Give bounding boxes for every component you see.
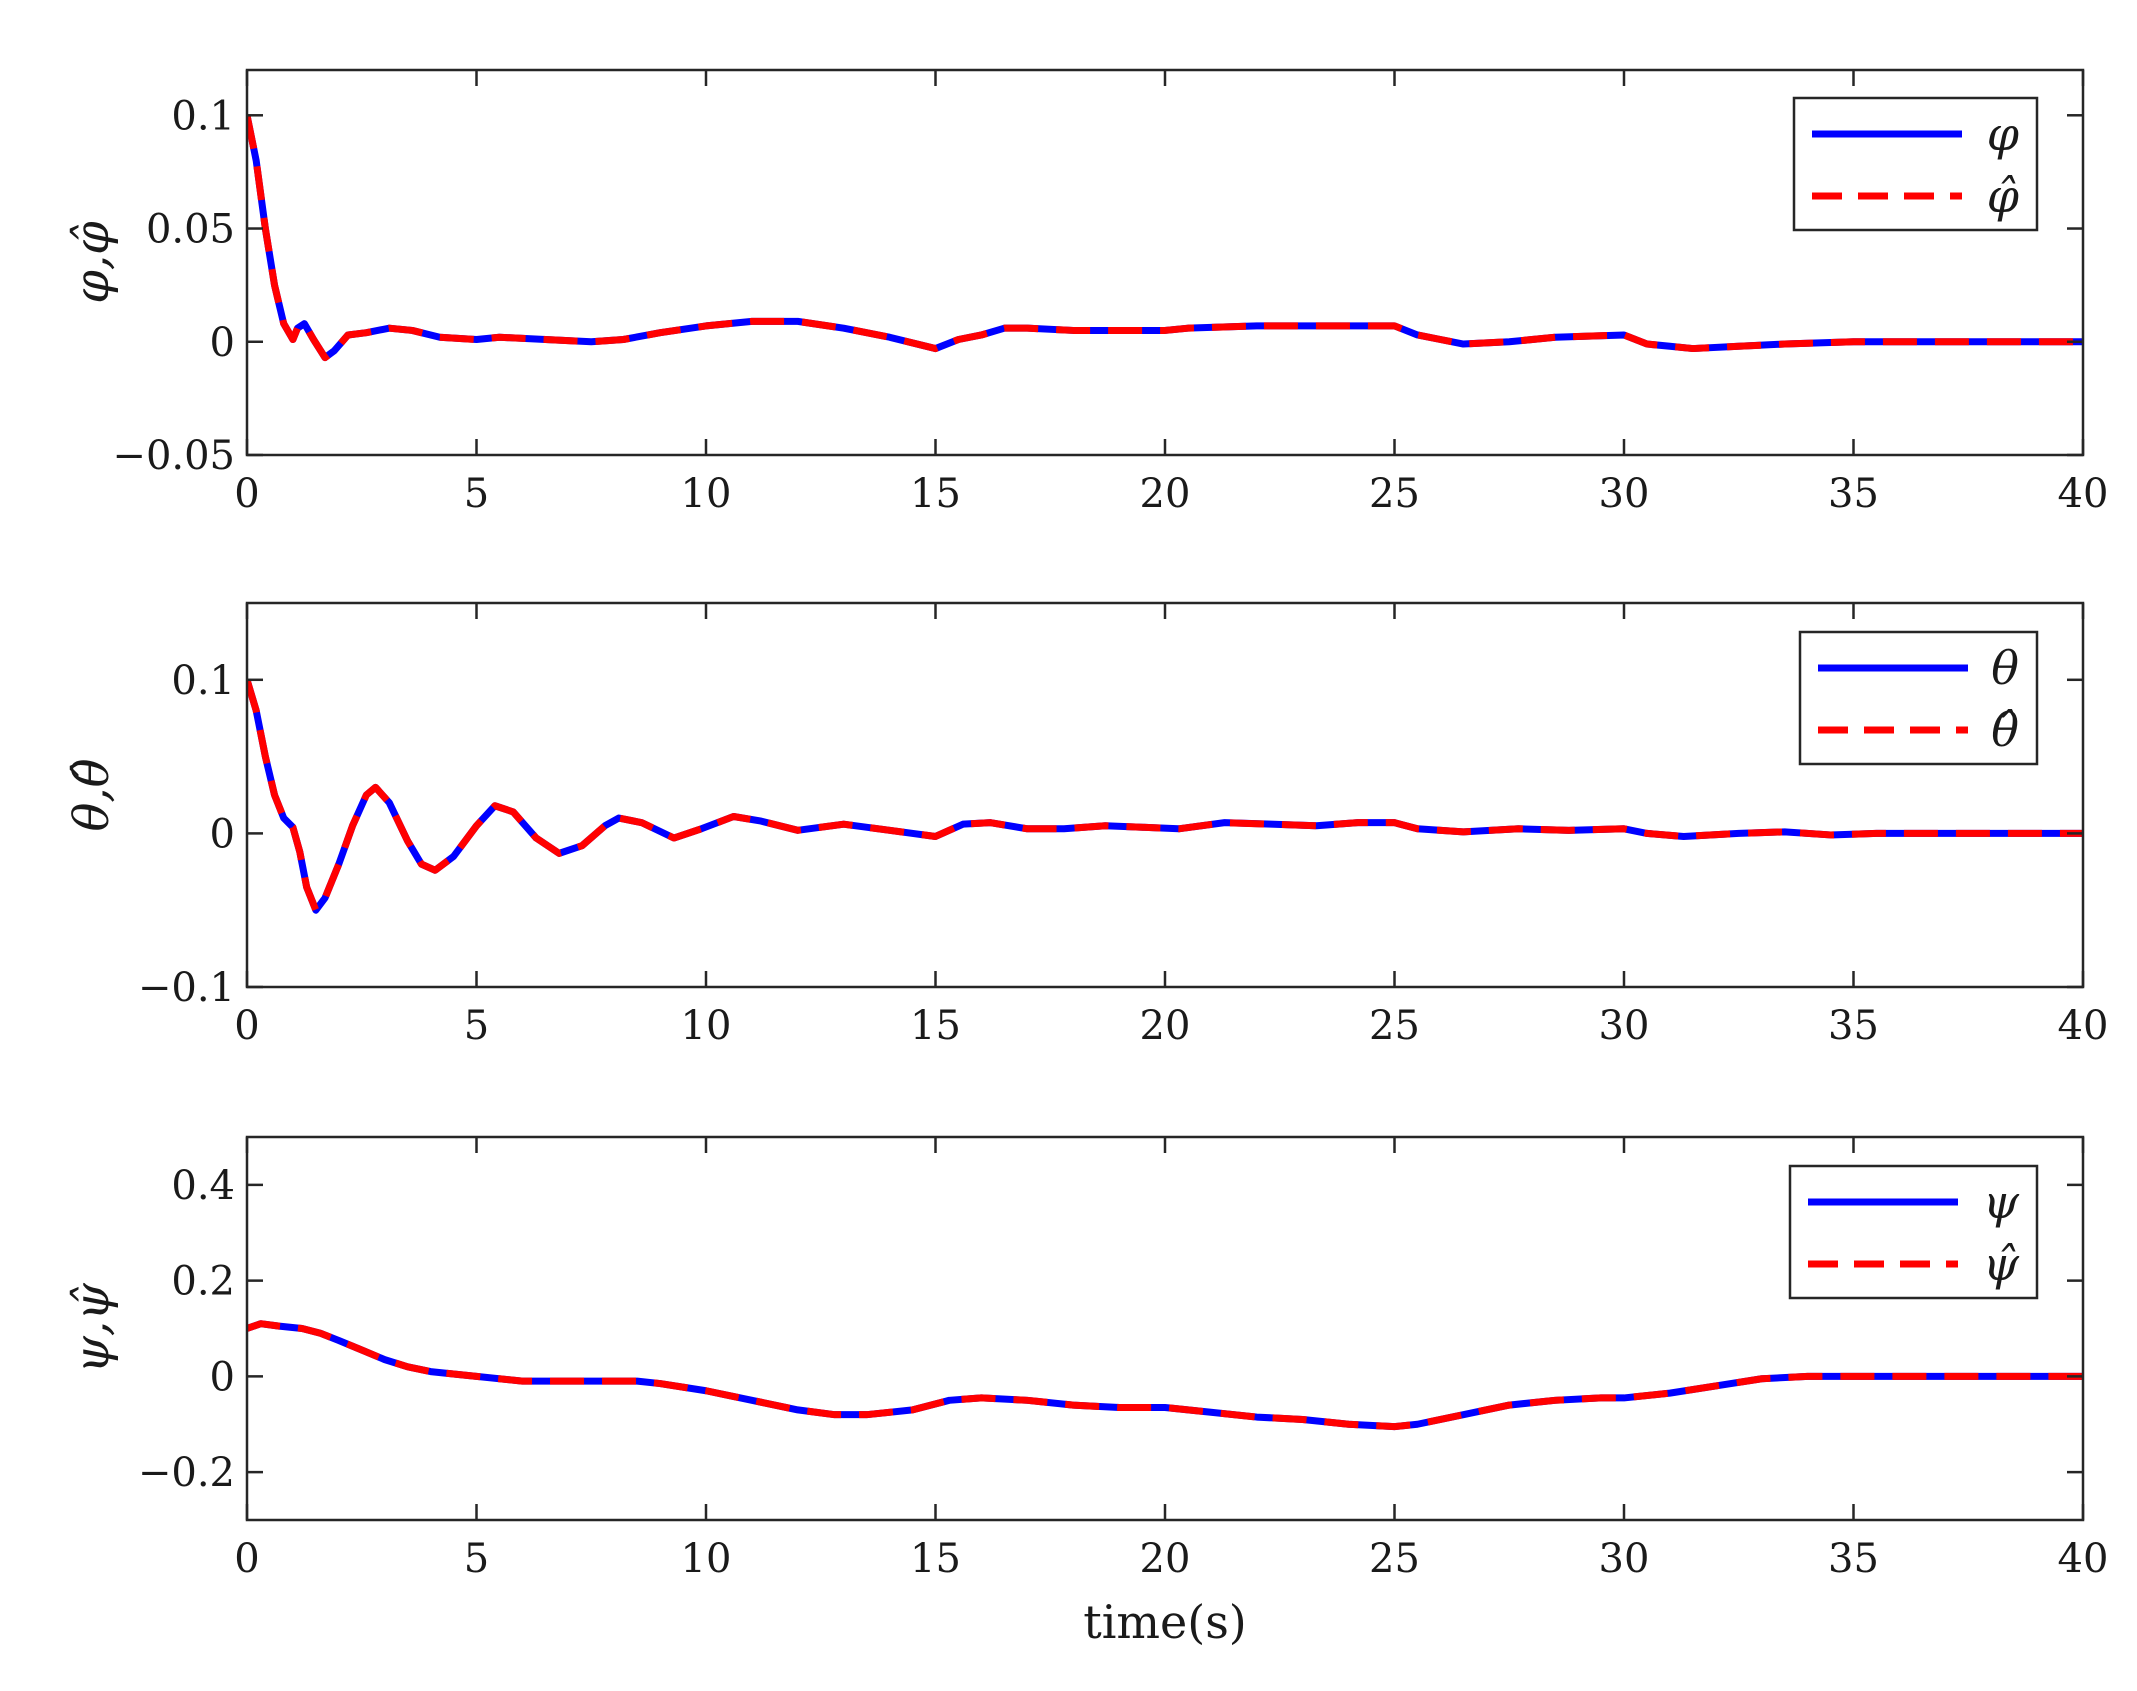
y-tick-label: 0.1 bbox=[171, 93, 235, 139]
x-tick-label: 15 bbox=[910, 1536, 961, 1582]
legend-label-estimate: φ̂ bbox=[1987, 169, 2020, 223]
x-tick-label: 10 bbox=[681, 1003, 732, 1049]
y-tick-label: −0.2 bbox=[138, 1450, 235, 1496]
x-tick-label: 40 bbox=[2058, 471, 2109, 517]
legend-box bbox=[1792, 96, 2039, 232]
x-tick-label: 10 bbox=[681, 471, 732, 517]
x-tick-label: 30 bbox=[1599, 1003, 1650, 1049]
series-line-estimate bbox=[247, 678, 2083, 914]
x-tick-label: 25 bbox=[1369, 1003, 1420, 1049]
y-tick-label: 0.2 bbox=[171, 1259, 235, 1305]
x-tick-label: 5 bbox=[464, 471, 489, 517]
x-tick-label: 15 bbox=[910, 471, 961, 517]
series-line-estimate bbox=[247, 114, 2083, 362]
x-tick-label: 20 bbox=[1140, 1003, 1191, 1049]
x-tick-label: 25 bbox=[1369, 471, 1420, 517]
legend-label-true: ψ bbox=[1983, 1175, 2020, 1229]
series-group bbox=[247, 114, 2083, 362]
x-tick-label: 35 bbox=[1828, 1003, 1879, 1049]
y-tick-label: 0.4 bbox=[171, 1163, 235, 1209]
x-tick-label: 15 bbox=[910, 1003, 961, 1049]
y-axis-label: φ,φ̂ bbox=[64, 221, 120, 304]
x-tick-label: 30 bbox=[1599, 1536, 1650, 1582]
series-group bbox=[247, 1320, 2083, 1431]
x-tick-label: 0 bbox=[234, 1003, 259, 1049]
x-axis-label: time(s) bbox=[1083, 1595, 1247, 1649]
legend-box bbox=[1788, 1164, 2039, 1300]
legend-box bbox=[1798, 630, 2039, 766]
x-tick-label: 40 bbox=[2058, 1003, 2109, 1049]
series-group bbox=[247, 678, 2083, 914]
y-tick-label: −0.05 bbox=[112, 433, 235, 479]
y-axis-label: ψ,ψ̂ bbox=[64, 1282, 120, 1374]
legend: ψ ψ̂ bbox=[1788, 1164, 2039, 1300]
subplot-3: 0 5 10 15 20 25 30 35 40 −0.2 0 0.2 0.4 ψ,ψ̂ time(s) ψψ… bbox=[64, 1135, 2109, 1649]
y-tick-label: −0.1 bbox=[138, 965, 235, 1011]
subplot-2: 0 5 10 15 20 25 30 35 40−0.100.1θ,θ̂θθ̂ bbox=[64, 601, 2109, 1049]
x-tick-label: 10 bbox=[681, 1536, 732, 1582]
legend-label-estimate: θ̂ bbox=[1991, 703, 2019, 757]
y-tick-label: 0.05 bbox=[146, 207, 235, 253]
x-tick-label: 30 bbox=[1599, 471, 1650, 517]
y-tick-label: 0.1 bbox=[171, 658, 235, 704]
legend: θ θ̂ bbox=[1798, 630, 2039, 766]
series-line-estimate bbox=[247, 1320, 2083, 1431]
x-tick-label: 20 bbox=[1140, 471, 1191, 517]
y-tick-label: 0 bbox=[210, 320, 235, 366]
y-tick-label: 0 bbox=[210, 811, 235, 857]
x-tick-label: 0 bbox=[234, 1536, 259, 1582]
legend-label-true: θ bbox=[1991, 641, 2019, 695]
x-tick-label: 5 bbox=[464, 1003, 489, 1049]
x-tick-label: 40 bbox=[2058, 1536, 2109, 1582]
y-axis-label: θ,θ̂ bbox=[64, 758, 120, 831]
y-tick-label: 0 bbox=[210, 1354, 235, 1400]
x-tick-label: 25 bbox=[1369, 1536, 1420, 1582]
legend: φ φ̂ bbox=[1792, 96, 2039, 232]
x-tick-label: 5 bbox=[464, 1536, 489, 1582]
legend-label-estimate: ψ̂ bbox=[1983, 1237, 2020, 1291]
x-tick-label: 0 bbox=[234, 471, 259, 517]
legend-label-true: φ bbox=[1987, 107, 2020, 161]
x-tick-label: 35 bbox=[1828, 471, 1879, 517]
x-tick-label: 35 bbox=[1828, 1536, 1879, 1582]
x-tick-label: 20 bbox=[1140, 1536, 1191, 1582]
